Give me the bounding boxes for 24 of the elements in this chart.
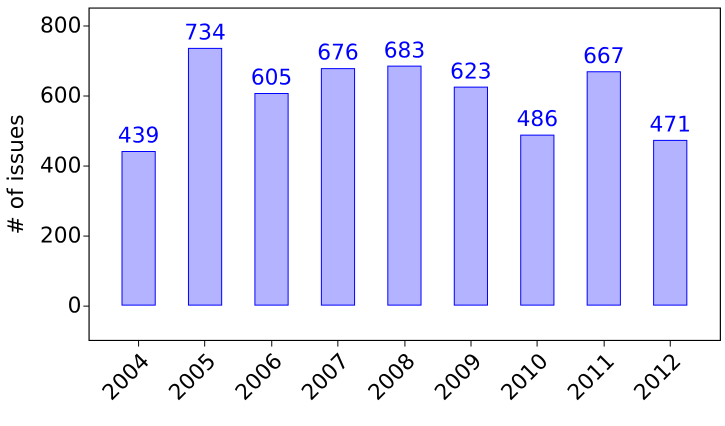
y-tick-label: 800 <box>40 14 82 39</box>
bar <box>122 151 156 306</box>
bar <box>586 71 621 306</box>
y-tick-label: 200 <box>40 224 82 249</box>
data-label: 605 <box>250 66 292 91</box>
data-label: 486 <box>516 107 558 132</box>
bar <box>454 86 488 306</box>
bar <box>188 48 222 306</box>
bar <box>520 134 554 306</box>
data-label: 471 <box>650 112 691 138</box>
data-label: 734 <box>184 20 226 46</box>
bar <box>320 68 356 306</box>
bar <box>254 92 289 306</box>
bar <box>653 140 688 306</box>
data-label: 667 <box>583 44 624 69</box>
data-label: 676 <box>317 40 359 66</box>
bar <box>387 66 422 306</box>
y-tick-label: 400 <box>40 154 82 179</box>
data-label: 623 <box>450 59 492 84</box>
y-tick-label: 0 <box>68 294 82 319</box>
y-tick-label: 600 <box>40 84 82 109</box>
data-label: 439 <box>118 124 160 149</box>
data-label: 683 <box>384 38 426 64</box>
y-axis-title: # of issues <box>4 114 30 234</box>
